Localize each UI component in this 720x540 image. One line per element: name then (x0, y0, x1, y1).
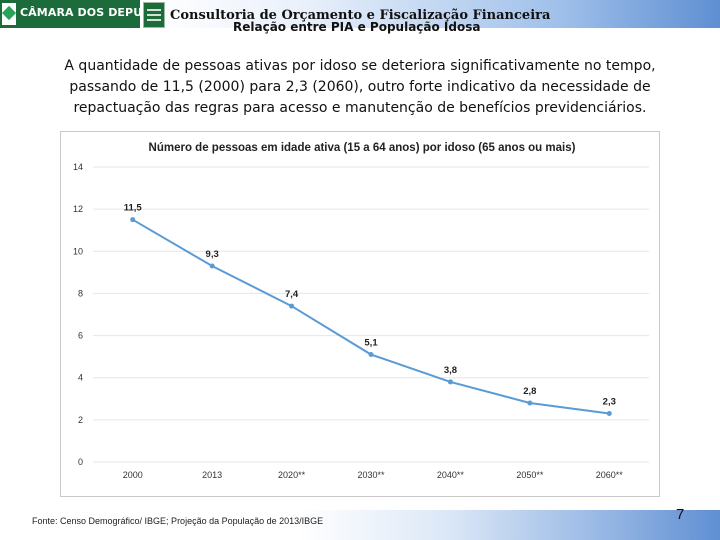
y-tick-label: 14 (73, 162, 83, 172)
page-number: 7 (676, 506, 685, 523)
data-point (606, 411, 612, 417)
chart-title: Número de pessoas em idade ativa (15 a 6… (149, 142, 576, 154)
slide-title: Relação entre PIA e População Idosa (233, 20, 481, 34)
data-point (289, 303, 295, 309)
data-point (527, 400, 533, 406)
header-title: Consultoria de Orçamento e Fiscalização … (170, 8, 551, 23)
x-tick-label: 2013 (202, 470, 222, 480)
y-tick-label: 0 (78, 457, 83, 467)
data-label: 11,5 (124, 203, 143, 214)
data-point (209, 263, 215, 269)
y-tick-label: 2 (78, 415, 83, 425)
y-tick-label: 6 (78, 331, 83, 341)
y-tick-label: 8 (78, 288, 83, 298)
chart-container: Número de pessoas em idade ativa (15 a 6… (60, 131, 660, 497)
body-paragraph: A quantidade de pessoas ativas por idoso… (64, 58, 656, 116)
data-label: 2,8 (523, 386, 536, 397)
x-tick-label: 2000 (123, 470, 143, 480)
footer-bar (0, 510, 720, 540)
data-label: 3,8 (444, 365, 457, 376)
footer-source: Fonte: Censo Demográfico/ IBGE; Projeção… (32, 516, 324, 526)
data-point (368, 352, 374, 358)
y-tick-label: 4 (78, 373, 83, 383)
data-point (447, 379, 453, 385)
data-label: 7,4 (285, 289, 299, 300)
data-label: 2,3 (603, 397, 616, 408)
x-tick-label: 2030** (357, 470, 385, 480)
y-tick-label: 12 (73, 204, 83, 214)
flag-icon (1, 3, 17, 25)
x-tick-label: 2040** (437, 470, 465, 480)
line-chart: Número de pessoas em idade ativa (15 a 6… (73, 142, 649, 480)
camara-logo: CÂMARA DOS DEPUTADOS (0, 0, 184, 28)
x-tick-label: 2050** (516, 470, 544, 480)
building-emblem-icon (143, 2, 165, 28)
series-line (132, 218, 610, 415)
y-tick-label: 10 (73, 246, 83, 256)
x-tick-label: 2060** (596, 470, 624, 480)
data-label: 9,3 (206, 249, 219, 260)
data-point (130, 217, 136, 223)
data-label: 5,1 (364, 338, 378, 349)
x-tick-label: 2020** (278, 470, 306, 480)
